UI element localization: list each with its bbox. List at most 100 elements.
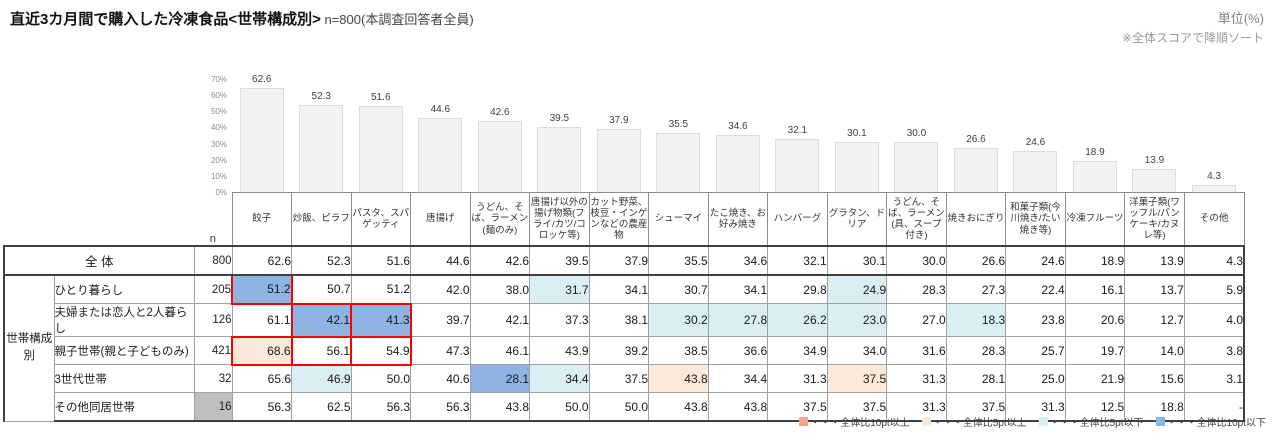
bar-chart-row: 70% 60% 50% 40% 30% 20% 10% 0% 62.6 52.3 51.6 44.6…	[4, 65, 1244, 197]
value-cell: 31.7	[529, 274, 590, 304]
row-label: 夫婦または恋人と2人暮らし	[53, 303, 195, 337]
bar	[299, 105, 344, 192]
value-cell: 37.3	[529, 303, 590, 337]
chart-bar-cell: 30.1	[827, 65, 887, 193]
y-axis-tick: 40%	[210, 123, 227, 133]
legend-swatch	[921, 417, 931, 426]
column-header: カット野菜、枝豆・インゲンなどの農産物	[588, 192, 650, 247]
value-cell: 28.3	[945, 336, 1007, 365]
value-cell: 31.3	[1005, 392, 1066, 422]
bar-value-label: 30.0	[906, 128, 927, 139]
y-axis-tick: 30%	[210, 139, 227, 149]
row-label: 親子世帯(親と子どものみ)	[53, 336, 195, 365]
table-row: 世帯構成別 ひとり暮らし 205 51.2 50.7 51.2 42.0 38.0 31.7 34…	[3, 274, 1245, 422]
chart-bar-cell: 51.6	[351, 65, 411, 193]
bar-value-label: 37.9	[609, 115, 629, 126]
bar-value-label: 32.1	[787, 125, 808, 136]
value-cell: 51.2	[231, 274, 293, 305]
overall-row: 全 体 800 62.6 52.3 51.6 44.6 42.6 39.5 37.9 35.5…	[3, 245, 1245, 276]
value-cell: 46.9	[291, 364, 352, 393]
bar-value-label: 26.6	[966, 134, 986, 145]
chart-bar-cell: 44.6	[411, 65, 471, 193]
bar	[239, 88, 284, 192]
row-n-value: 421	[193, 336, 233, 365]
legend-swatch	[1038, 417, 1048, 426]
value-cell: 34.4	[529, 364, 590, 393]
overall-value-cell: 44.6	[410, 245, 471, 276]
value-cell: 56.3	[410, 392, 471, 422]
value-cell: 27.8	[707, 303, 769, 337]
y-axis-ticks: 70% 60% 50% 40% 30% 20% 10% 0%	[210, 75, 227, 198]
value-cell: 28.1	[945, 364, 1007, 393]
value-cell: 42.1	[290, 302, 353, 338]
value-cell: 43.8	[707, 392, 769, 422]
value-cell: 56.1	[290, 335, 353, 366]
value-cell: 27.3	[945, 274, 1007, 304]
row-label: 3世代世帯	[53, 364, 195, 393]
n-column-header: n	[209, 233, 216, 245]
row-label: その他同居世帯	[53, 392, 195, 422]
value-cell: 28.3	[886, 274, 947, 304]
overall-value-cell: 37.9	[588, 245, 650, 276]
sort-note: ※全体スコアで降順ソート	[1121, 31, 1264, 45]
value-cell: 34.1	[588, 274, 650, 304]
column-header: 炒飯、ピラフ	[291, 192, 352, 247]
value-cell: 56.3	[231, 392, 293, 422]
page-title: 直近3カ月間で購入した冷凍食品<世帯構成別>	[10, 11, 321, 28]
column-header: シューマイ	[648, 192, 709, 247]
legend-item: ・・・全体比5pt以下	[1038, 414, 1144, 429]
value-cell: 15.6	[1124, 364, 1185, 393]
value-cell: 50.0	[350, 364, 412, 393]
bar-value-label: 18.9	[1085, 147, 1105, 158]
bar	[477, 121, 522, 192]
overall-n-value: 800	[193, 245, 233, 276]
column-header: ハンバーグ	[767, 192, 828, 247]
bar-value-label: 39.5	[549, 113, 570, 124]
overall-value-cell: 30.0	[886, 245, 947, 276]
value-cell: 31.3	[886, 364, 947, 393]
row-n-value: 16	[193, 392, 233, 422]
value-cell: 42.1	[469, 303, 531, 337]
bar-value-label: 30.1	[847, 128, 867, 139]
bar	[418, 118, 463, 192]
overall-value-cell: 39.5	[529, 245, 590, 276]
overall-value-cell: 32.1	[767, 245, 828, 276]
bar-value-label: 35.5	[668, 119, 689, 130]
value-cell: 50.7	[291, 274, 352, 304]
legend-label: ・・・全体比5pt以下	[1049, 418, 1144, 429]
value-cell: 37.5	[767, 392, 828, 422]
overall-value-cell: 13.9	[1124, 245, 1185, 276]
value-cell: 34.0	[826, 336, 888, 365]
bar	[1132, 169, 1177, 192]
column-header: 冷凍フルーツ	[1064, 192, 1126, 247]
table-row: 3世代世帯 32 65.6 46.9 50.0 40.6 28.1 34.4 37.5 43.8 3…	[4, 364, 1245, 393]
value-cell: 30.7	[648, 274, 709, 304]
y-axis-tick: 60%	[210, 90, 227, 100]
table-row: 夫婦または恋人と2人暮らし 126 61.1 42.1 41.3 39.7 42.1 37.3…	[4, 302, 1245, 338]
value-cell: 65.6	[231, 364, 293, 393]
bar	[953, 148, 998, 192]
chart-bar-cell: 37.9	[589, 65, 649, 193]
value-cell: 18.3	[945, 303, 1007, 337]
bar	[596, 129, 641, 192]
value-cell: -	[1183, 392, 1245, 422]
bar	[358, 106, 403, 192]
chart-bar-cell: 34.6	[708, 65, 768, 193]
overall-value-cell: 24.6	[1005, 245, 1066, 276]
value-cell: 34.1	[707, 274, 769, 304]
overall-value-cell: 35.5	[648, 245, 709, 276]
column-header: うどん、そば、ラーメン(麺のみ)	[469, 192, 531, 247]
header-left-spacer	[4, 193, 194, 247]
overall-value-cell: 62.6	[231, 245, 293, 276]
value-cell: 37.5	[826, 392, 888, 422]
legend: ・・・全体比10pt以上 ・・・全体比5pt以上 ・・・全体比5pt以下 ・・・全体比…	[799, 414, 1266, 429]
column-header: 焼きおにぎり	[945, 192, 1007, 247]
overall-value-cell: 52.3	[291, 245, 352, 276]
value-cell: 47.3	[410, 336, 471, 365]
overall-value-cell: 34.6	[707, 245, 769, 276]
legend-label: ・・・全体比10pt以上	[810, 418, 910, 429]
value-cell: 16.1	[1064, 274, 1126, 304]
column-header: 洋菓子類(ワッフル/パンケーキ/カヌレ等)	[1124, 192, 1185, 247]
value-cell: 22.4	[1005, 274, 1066, 304]
chart-bar-cell: 30.0	[887, 65, 947, 193]
